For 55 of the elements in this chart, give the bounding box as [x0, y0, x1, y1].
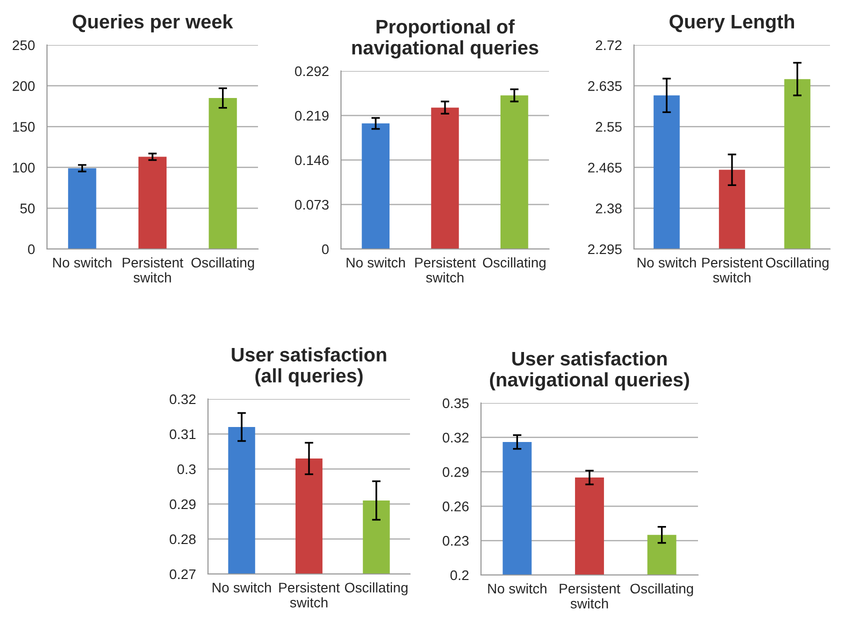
chart-title: Proportional of navigational queries [352, 19, 538, 58]
y-tick-label: 0.32 [170, 394, 196, 404]
x-tick-label: Oscillating [191, 257, 254, 270]
y-tick-label: 100 [13, 162, 35, 173]
x-tick-label: Oscillating [482, 257, 546, 270]
x-tick-label: Persistent switch [415, 257, 476, 282]
y-tick-label: 0.35 [442, 398, 469, 408]
y-tick-label: 0.27 [170, 569, 196, 580]
bar [500, 95, 528, 249]
y-tick-label: 0.073 [294, 200, 329, 210]
y-tick-label: 150 [13, 122, 35, 132]
chart-title: Query Length [670, 14, 794, 32]
y-tick-label: 0.32 [442, 432, 468, 443]
x-tick-label: No switch [346, 257, 405, 268]
y-tick-label: 0.23 [442, 536, 469, 546]
x-tick-label: Persistent switch [122, 257, 184, 282]
bar [68, 168, 96, 249]
y-tick-label: 0.3 [177, 464, 196, 474]
y-tick-label: 250 [12, 40, 35, 50]
y-tick-label: 50 [20, 204, 35, 214]
y-tick-label: 0 [322, 244, 329, 254]
y-tick-label: 0.292 [294, 66, 328, 76]
y-tick-label: 0.31 [170, 429, 196, 440]
y-tick-label: 2.55 [596, 122, 622, 132]
y-tick-label: 0.28 [170, 534, 196, 544]
y-tick-label: 2.38 [596, 204, 622, 214]
x-tick-label: Oscillating [630, 583, 693, 596]
chart-title: User satisfaction (navigational queries) [490, 351, 690, 390]
bar [431, 108, 459, 249]
y-tick-label: 0.2 [450, 570, 468, 580]
y-tick-label: 0 [28, 244, 35, 254]
x-tick-label: Oscillating [766, 257, 828, 270]
chart-title: User satisfaction (all queries) [232, 347, 386, 386]
x-tick-label: No switch [638, 257, 696, 268]
y-tick-label: 0.26 [442, 502, 469, 512]
x-tick-label: No switch [488, 583, 546, 594]
x-tick-label: Persistent switch [702, 257, 763, 282]
x-tick-label: Persistent switch [560, 583, 620, 608]
y-tick-label: 200 [12, 81, 35, 91]
y-tick-label: 2.465 [588, 162, 622, 173]
bar [138, 156, 167, 249]
x-tick-label: No switch [212, 582, 271, 593]
bar [362, 123, 390, 249]
y-tick-label: 2.72 [596, 40, 622, 50]
x-tick-label: No switch [53, 257, 112, 268]
y-tick-label: 2.295 [588, 244, 622, 254]
y-tick-label: 0.29 [170, 499, 196, 510]
y-tick-label: 0.29 [442, 467, 469, 477]
x-tick-label: Oscillating [344, 582, 408, 596]
y-tick-label: 0.219 [294, 110, 329, 121]
chart-title: Queries per week [72, 14, 234, 32]
x-tick-label: Persistent switch [279, 582, 340, 608]
y-tick-label: 0.146 [294, 155, 329, 166]
y-tick-label: 2.635 [588, 81, 622, 91]
bar [208, 98, 237, 249]
